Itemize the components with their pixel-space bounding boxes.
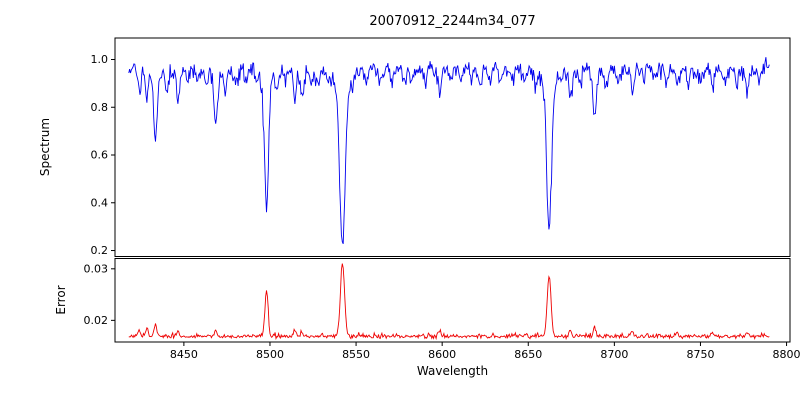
chart-title: 20070912_2244m34_077 xyxy=(369,14,536,29)
spectrum-y-tick-label: 0.6 xyxy=(91,149,109,162)
x-tick-label: 8750 xyxy=(686,348,714,361)
error-panel-border xyxy=(114,258,791,343)
spectrum-curve xyxy=(128,57,770,244)
x-tick-label: 8600 xyxy=(428,348,456,361)
x-tick-label: 8500 xyxy=(256,348,284,361)
x-axis-label: Wavelength xyxy=(416,364,489,378)
spectrum-panel-border xyxy=(114,37,791,257)
error-y-tick-label: 0.03 xyxy=(84,262,109,275)
spectrum-y-tick-label: 1.0 xyxy=(91,53,109,66)
spectrum-y-tick-label: 0.4 xyxy=(91,196,109,209)
spectrum-y-tick-label: 0.2 xyxy=(91,244,109,257)
x-tick-label: 8650 xyxy=(514,348,542,361)
x-tick-label: 8800 xyxy=(773,348,800,361)
error-curve xyxy=(128,263,770,341)
x-tick-label: 8550 xyxy=(342,348,370,361)
x-tick-label: 8700 xyxy=(600,348,628,361)
x-tick-label: 8450 xyxy=(170,348,198,361)
spectrum-y-tick-label: 0.8 xyxy=(91,101,109,114)
error-y-tick-label: 0.02 xyxy=(84,314,109,327)
